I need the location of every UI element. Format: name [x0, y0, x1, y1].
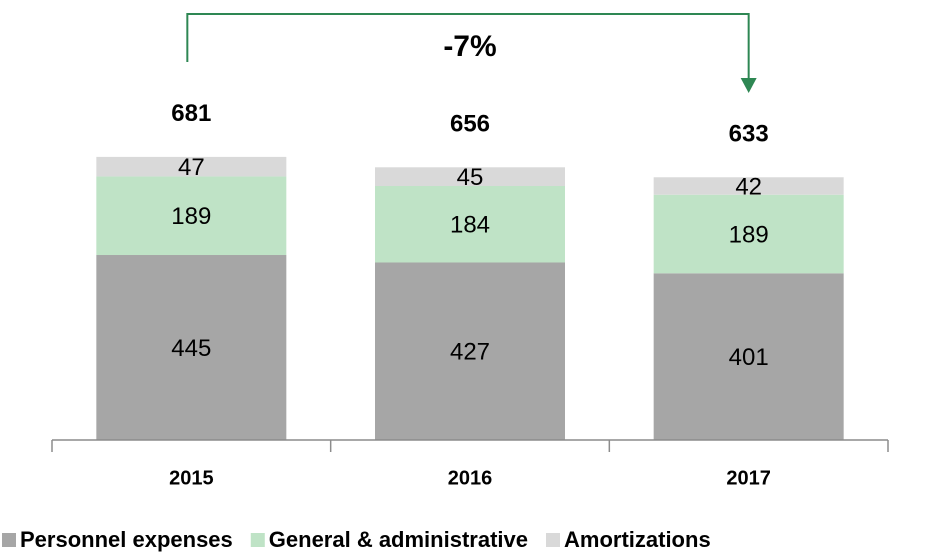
segment-label: 42	[735, 173, 762, 200]
segment-label: 189	[729, 221, 769, 248]
total-label: 656	[450, 111, 490, 138]
x-tick-label: 2015	[169, 467, 214, 489]
bar-segment	[653, 273, 844, 440]
segment-label: 189	[171, 203, 211, 230]
segment-label: 401	[729, 344, 769, 371]
total-label: 633	[729, 121, 769, 148]
bar-segment	[375, 262, 565, 440]
total-label: 681	[171, 100, 211, 127]
bar-segment	[375, 185, 565, 263]
bar-segment	[96, 176, 287, 256]
legend-swatch	[250, 533, 265, 547]
segment-label: 445	[171, 335, 211, 362]
legend-swatch	[2, 533, 16, 547]
bar-segment	[375, 167, 565, 186]
arrow-head	[740, 78, 757, 93]
legend-label: General & administrative	[269, 527, 528, 552]
legend-swatch	[546, 533, 560, 547]
segment-label: 47	[178, 154, 205, 181]
segment-label: 427	[450, 339, 490, 366]
annotation-text: -7%	[443, 30, 496, 63]
bar-segment	[653, 177, 844, 195]
annotation-arrow	[186, 13, 750, 80]
legend-label: Personnel expenses	[20, 527, 233, 552]
segment-label: 45	[457, 164, 484, 191]
legend-label: Amortizations	[564, 527, 711, 552]
bar-segment	[96, 255, 287, 440]
x-tick-label: 2016	[448, 467, 493, 489]
segment-label: 184	[450, 212, 490, 239]
bar-segment	[653, 194, 844, 274]
x-tick-label: 2017	[726, 467, 771, 489]
bar-segment	[96, 156, 287, 177]
